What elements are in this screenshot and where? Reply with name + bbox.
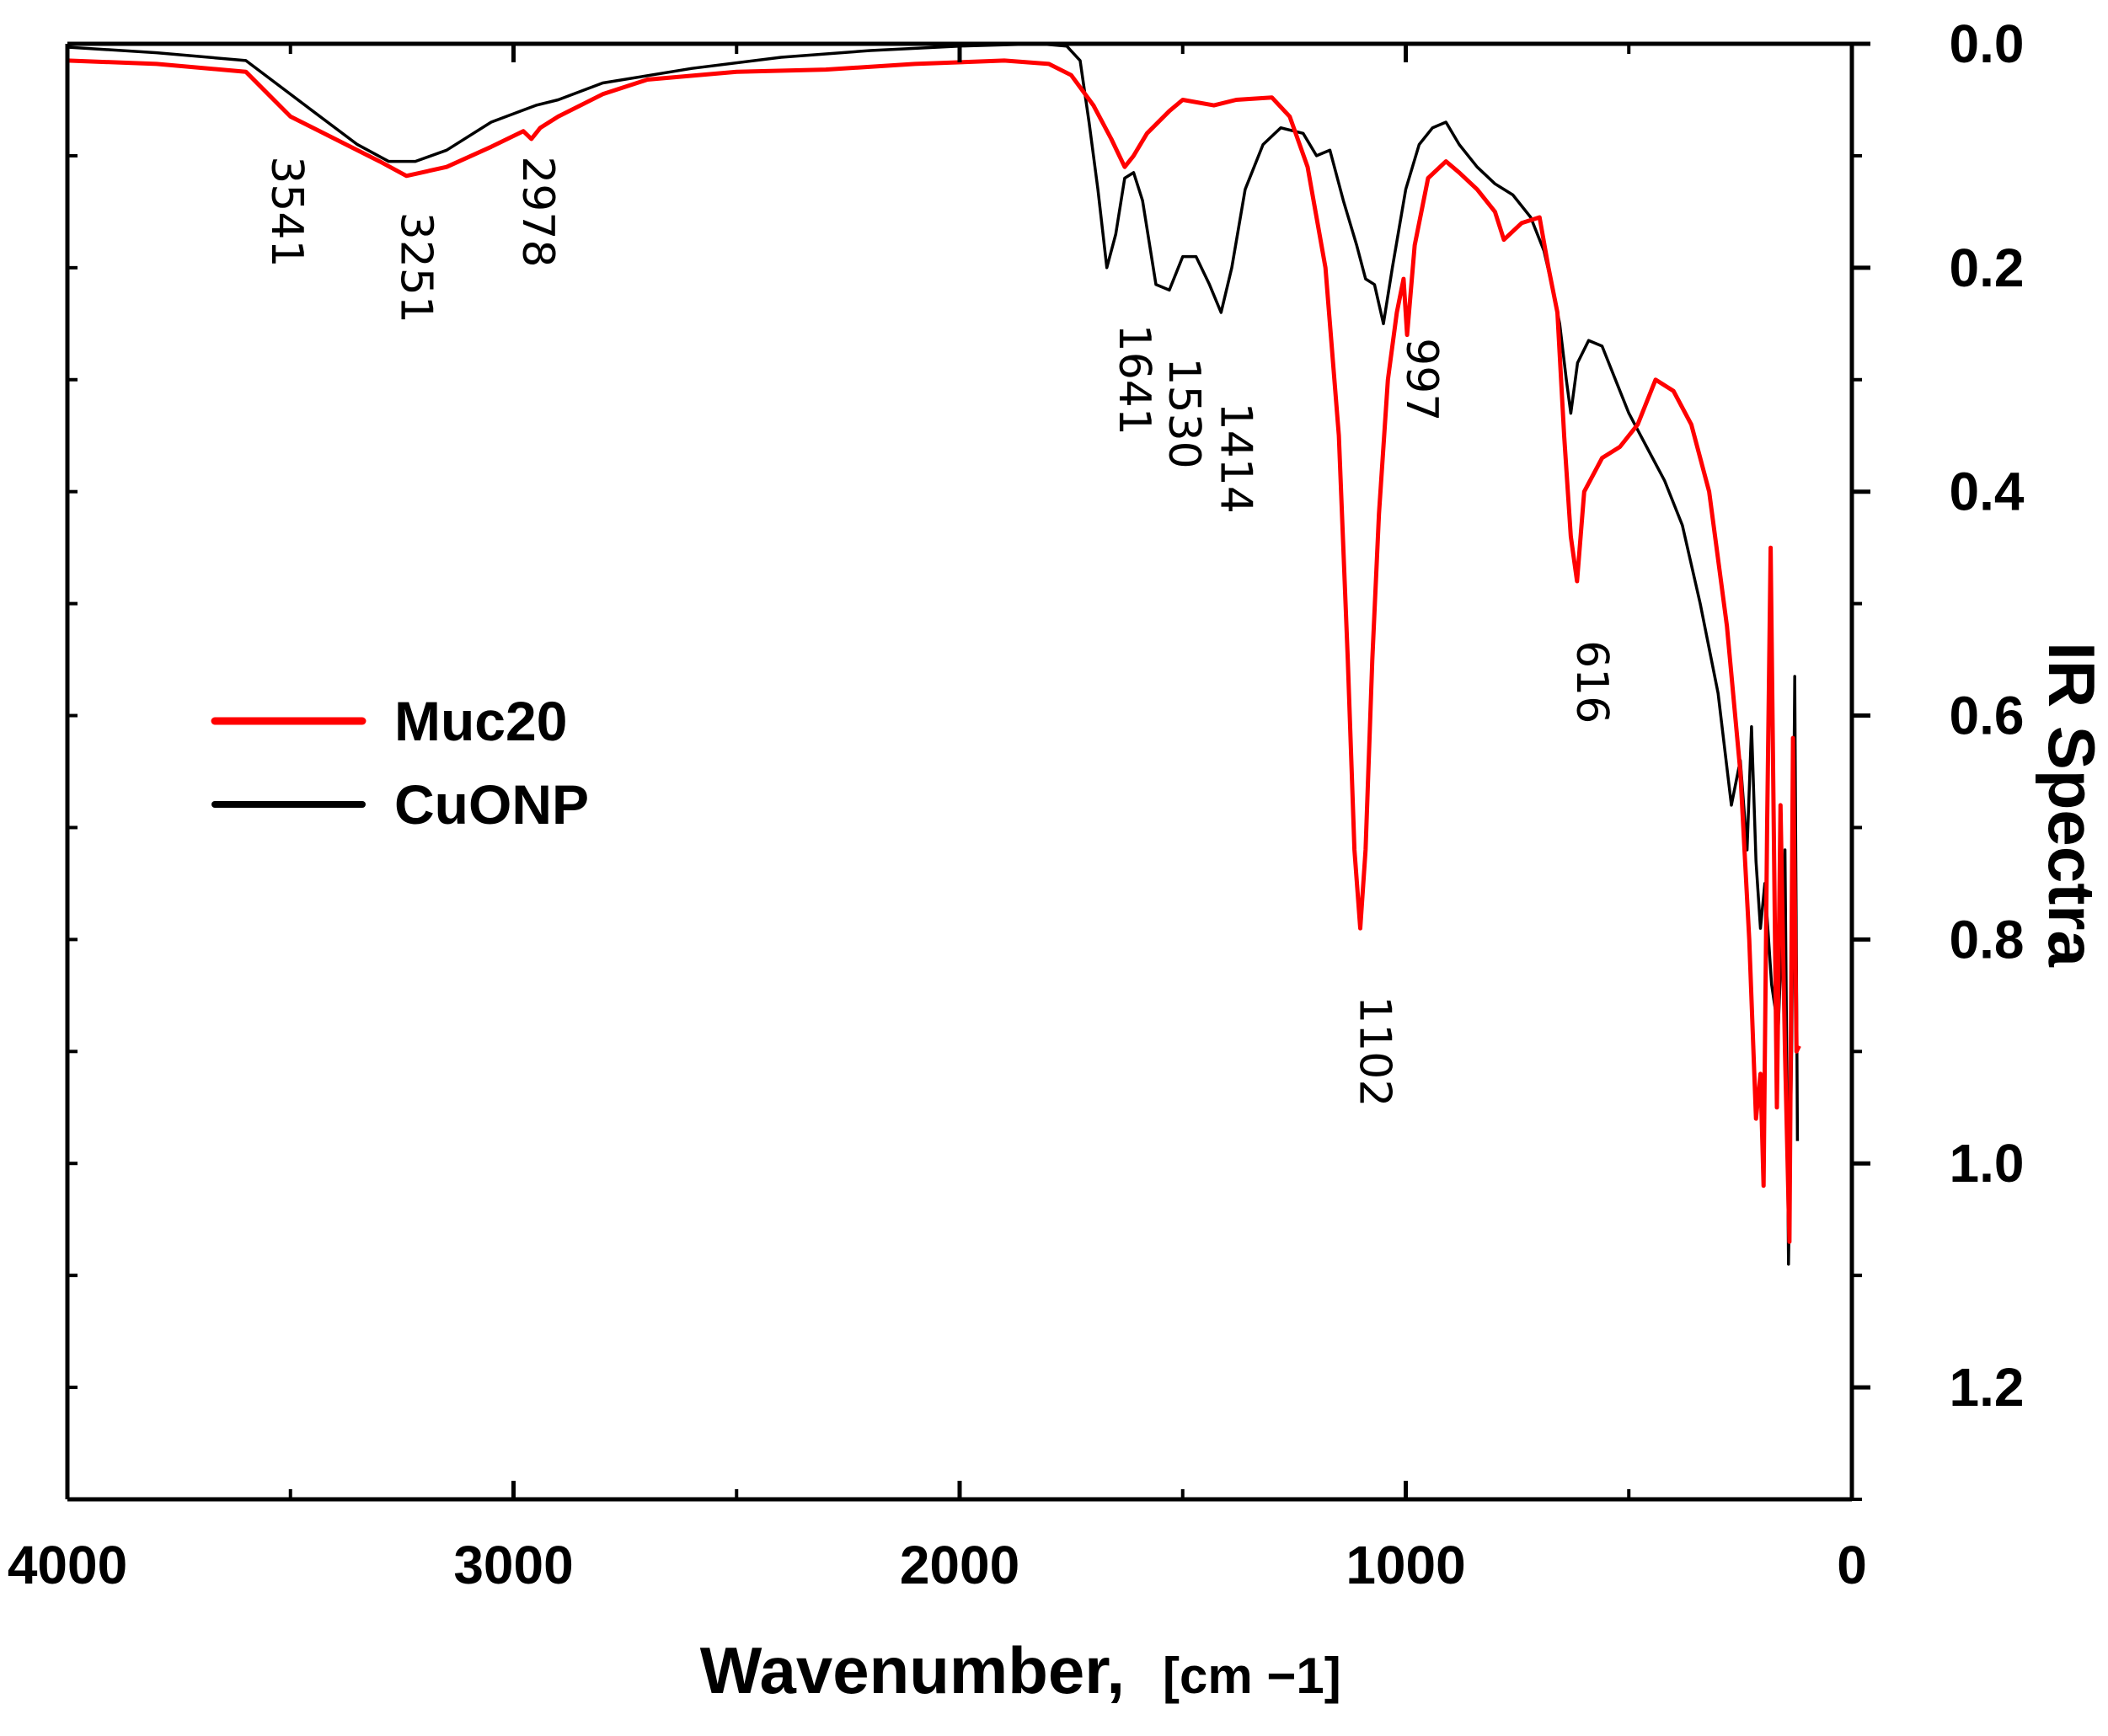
x-tick-label: 4000 (8, 1535, 127, 1595)
y-tick-label: 0.2 (1950, 238, 2025, 298)
series-line-cuonp (67, 44, 1800, 1266)
x-tick-label: 0 (1837, 1535, 1867, 1595)
y-tick-label: 0.6 (1950, 686, 2025, 746)
peak-label-1414: 1414 (1210, 403, 1260, 514)
legend: Muc20 CuONP (211, 690, 589, 836)
peak-label-1641: 1641 (1109, 324, 1159, 435)
x-tick-label: 1000 (1346, 1535, 1465, 1595)
x-axis-title: Wavenumber, (700, 1633, 1125, 1707)
legend-label-muc20: Muc20 (394, 690, 567, 752)
x-tick-label: 3000 (453, 1535, 573, 1595)
axes-layer: 4000 3000 2000 1000 0 0.0 0.2 0.4 0.6 0.8 1.0 1.2 (8, 13, 2025, 1595)
peak-label-616: 616 (1566, 640, 1617, 724)
series-layer (67, 44, 1801, 1266)
peak-label-3541: 3541 (261, 156, 312, 267)
y-tick-label: 0.0 (1950, 13, 2025, 74)
peak-label-3251: 3251 (391, 212, 441, 323)
y-tick-label: 1.2 (1950, 1357, 2025, 1418)
y-tick-label: 0.4 (1950, 462, 2025, 522)
series-line-muc20 (67, 58, 1801, 1244)
peak-label-1530: 1530 (1158, 357, 1209, 468)
y-tick-label: 0.8 (1950, 909, 2025, 969)
x-axis-unit: [cm −1] (1163, 1648, 1341, 1704)
peak-label-997: 997 (1396, 338, 1447, 421)
peak-label-2978: 2978 (512, 156, 563, 267)
x-tick-label: 2000 (900, 1535, 1019, 1595)
legend-label-cuonp: CuONP (394, 773, 589, 836)
peak-label-1102: 1102 (1350, 996, 1400, 1107)
y-tick-label: 1.0 (1950, 1133, 2025, 1194)
y-axis-title: IR Spectra (2035, 642, 2108, 967)
